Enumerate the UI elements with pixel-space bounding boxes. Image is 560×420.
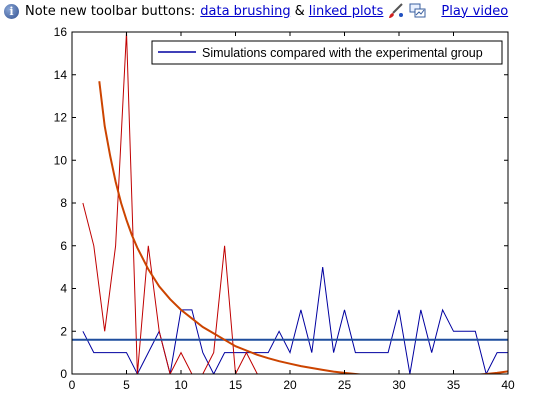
play-video-link[interactable]: Play video	[441, 3, 509, 19]
x-tick-label: 15	[229, 378, 243, 392]
legend-box	[151, 40, 503, 65]
axes-frame	[72, 32, 508, 374]
x-tick-label: 5	[123, 378, 130, 392]
ampersand: &	[294, 3, 305, 19]
series-line-1	[82, 267, 508, 374]
info-bar: i Note new toolbar buttons: data brushin…	[0, 0, 560, 22]
x-tick-label: 0	[69, 378, 76, 392]
legend-label: Simulations compared with the experiment…	[202, 46, 483, 60]
series-line-2	[82, 32, 258, 374]
y-tick-label: 16	[54, 25, 68, 39]
series-line-4	[98, 81, 508, 374]
y-tick-label: 0	[60, 367, 67, 381]
y-tick-label: 6	[60, 239, 67, 253]
y-tick-label: 8	[60, 196, 67, 210]
x-tick-label: 25	[338, 378, 352, 392]
y-tick-label: 4	[60, 282, 67, 296]
y-tick-label: 12	[54, 111, 68, 125]
brush-icon[interactable]	[387, 3, 405, 19]
y-tick-label: 14	[54, 68, 68, 82]
y-tick-label: 10	[54, 153, 68, 167]
x-tick-label: 30	[392, 378, 406, 392]
tick-labels: 0 5 10 15 20 25 30 35 40 0 2 4 6 8 10 12 14 16	[54, 25, 515, 392]
x-tick-label: 40	[501, 378, 515, 392]
x-tick-label: 35	[447, 378, 461, 392]
plot-area	[72, 32, 508, 374]
y-tick-label: 2	[60, 324, 67, 338]
info-icon: i	[4, 3, 19, 19]
linked-plots-link[interactable]: linked plots	[308, 3, 384, 19]
legend: Simulations compared with the experiment…	[151, 40, 503, 65]
linked-plots-icon[interactable]	[409, 3, 427, 19]
x-tick-label: 20	[283, 378, 297, 392]
x-tick-label: 10	[174, 378, 188, 392]
note-text: Note new toolbar buttons:	[25, 3, 196, 19]
series-layer	[72, 32, 508, 374]
data-brushing-link[interactable]: data brushing	[200, 3, 291, 19]
